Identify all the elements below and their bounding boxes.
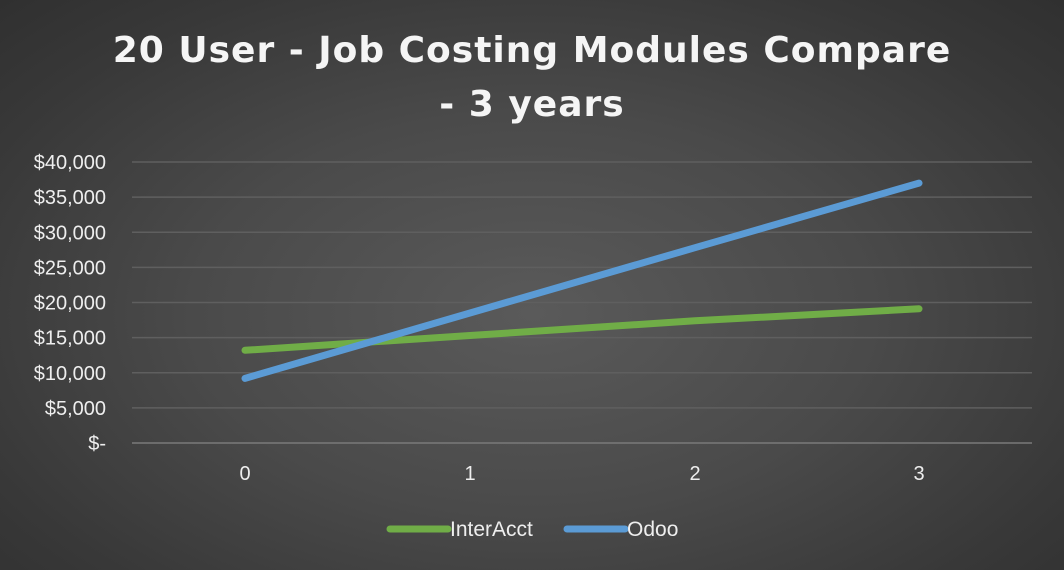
legend-label-odoo: Odoo (627, 518, 678, 541)
chart-title-line-1: 20 User - Job Costing Modules Compare (112, 30, 952, 71)
legend-label-interacct: InterAcct (450, 518, 533, 541)
y-tick-label: $15,000 (34, 328, 106, 350)
x-tick-label: 1 (464, 463, 475, 485)
y-tick-label: $30,000 (34, 222, 106, 244)
y-tick-label: $- (88, 433, 106, 455)
x-axis-tick-labels: 0 1 2 3 (239, 463, 924, 485)
y-axis-tick-labels: $- $5,000 $10,000 $15,000 $20,000 $25,000 $30,… (34, 152, 106, 455)
y-tick-label: $35,000 (34, 187, 106, 209)
series-lines (241, 179, 923, 382)
x-tick-label: 2 (689, 463, 700, 485)
gridlines (132, 161, 1032, 444)
y-tick-label: $40,000 (34, 152, 106, 174)
series-line-odoo (241, 179, 923, 382)
chart-title: 20 User - Job Costing Modules Compare - … (0, 24, 1064, 132)
y-tick-label: $25,000 (34, 257, 106, 279)
y-tick-label: $10,000 (34, 363, 106, 385)
x-tick-label: 0 (239, 463, 250, 485)
legend: InterAcct Odoo (386, 518, 678, 541)
series-line-interacct (241, 305, 923, 354)
y-tick-label: $5,000 (45, 398, 106, 420)
chart-title-line-2: - 3 years (439, 84, 625, 125)
x-tick-label: 3 (913, 463, 924, 485)
y-tick-label: $20,000 (34, 293, 106, 315)
